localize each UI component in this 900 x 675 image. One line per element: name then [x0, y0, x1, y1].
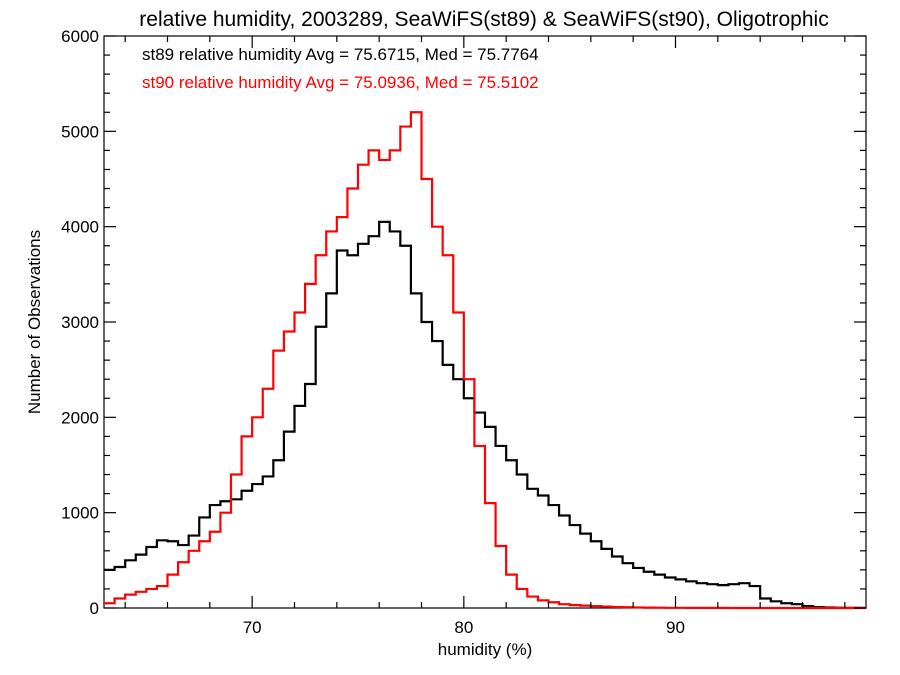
- x-tick-label: 80: [454, 618, 473, 637]
- y-tick-label: 1000: [61, 504, 99, 523]
- legend-annotations: st89 relative humidity Avg = 75.6715, Me…: [142, 45, 539, 92]
- y-tick-label: 4000: [61, 218, 99, 237]
- plot-area: 70 80 90 0 1000 2000 3000 4000 5000 6000: [61, 27, 867, 637]
- y-tick-label: 0: [90, 599, 99, 618]
- plot-frame: [103, 35, 867, 609]
- chart-title: relative humidity, 2003289, SeaWiFS(st89…: [139, 8, 828, 31]
- y-axis-label: Number of Observations: [25, 230, 44, 414]
- x-axis-ticks: 70 80 90: [124, 36, 846, 637]
- y-tick-label: 2000: [61, 408, 99, 427]
- annotation-st89-stats: st89 relative humidity Avg = 75.6715, Me…: [142, 45, 539, 64]
- series-line-1: [104, 111, 866, 610]
- x-tick-label: 70: [243, 618, 262, 637]
- y-axis-ticks: 0 1000 2000 3000 4000 5000 6000: [61, 27, 866, 618]
- y-tick-label: 6000: [61, 27, 99, 46]
- y-tick-label: 3000: [61, 313, 99, 332]
- annotation-st90-stats: st90 relative humidity Avg = 75.0936, Me…: [142, 73, 539, 92]
- y-tick-label: 5000: [61, 122, 99, 141]
- series-layer: [104, 111, 866, 610]
- series-line-0: [104, 220, 866, 609]
- x-tick-label: 90: [666, 618, 685, 637]
- x-axis-label: humidity (%): [438, 640, 532, 659]
